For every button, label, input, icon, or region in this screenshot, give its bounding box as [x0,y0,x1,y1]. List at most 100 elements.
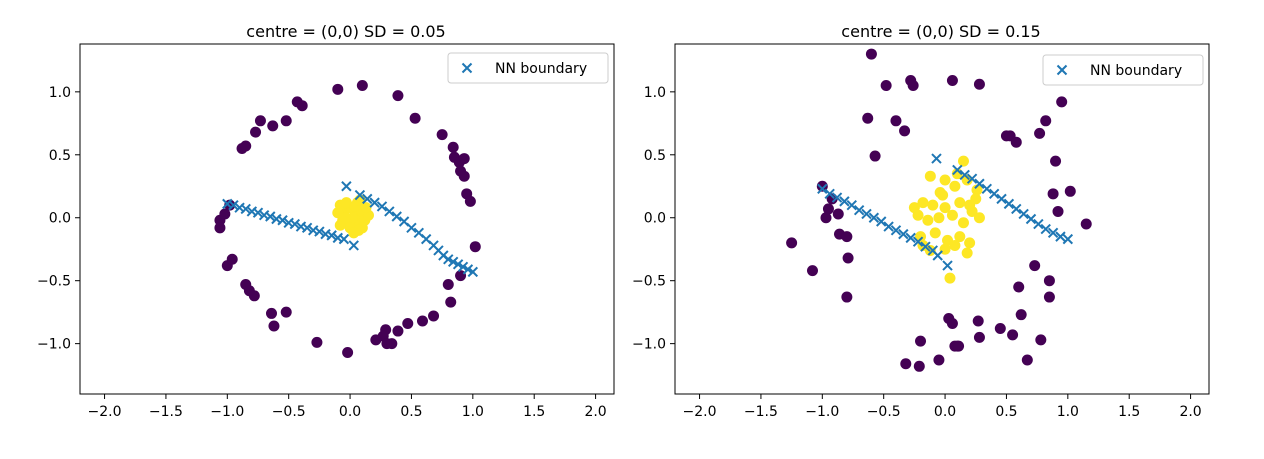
inner-class-point [927,199,939,211]
inner-class-point [957,155,969,167]
outer-class-point [1064,185,1076,197]
outer-class-point [268,320,280,332]
y-tick-label: 0.5 [644,148,666,164]
inner-class-point [957,217,969,229]
outer-class-point [946,75,958,87]
outer-class-point [890,115,902,127]
x-tick-label: 0.0 [339,404,361,420]
boundary-x-point [362,193,373,205]
boundary-x-point [883,221,894,232]
outer-class-point [248,290,260,302]
boundary-x-point [1033,218,1044,230]
chart-title: centre = (0,0) SD = 0.05 [246,22,445,41]
outer-class-point [1047,188,1059,200]
outer-class-point [296,100,308,112]
outer-class-point [915,335,927,347]
boundary-x-point [974,178,985,189]
boundary-x-point [462,264,474,275]
outer-class-point [267,120,279,132]
boundary-x-point [1055,231,1066,242]
boundary-x-point [988,188,1000,200]
boundary-x-point [912,236,924,247]
boundary-x-point [996,193,1007,205]
outer-class-point [820,212,832,224]
outer-class-point [311,336,323,348]
x-tick-label: −1.5 [149,404,183,420]
boundary-x-point [890,225,902,236]
outer-class-point [342,346,354,358]
outer-class-point [1040,115,1052,127]
y-tick-label: −1.0 [37,337,71,353]
boundary-x-point [1040,223,1051,235]
boundary-x-point [952,164,963,176]
boundary-x-point [457,261,469,273]
outer-class-point [1013,281,1025,293]
left-scatter-chart: centre = (0,0) SD = 0.05 −2.0 −1.5 −1.0 −0.… [37,22,615,420]
boundary-x-point [265,211,276,222]
outer-class-point [1080,218,1092,230]
boundary-x-point [931,153,942,164]
outer-class-point [841,231,853,243]
outer-class-point [266,307,278,319]
boundary-x-point [354,189,366,201]
outer-class-point [865,48,877,60]
y-tick-label: −1.0 [632,337,666,353]
inner-class-point [954,231,966,243]
boundary-x-point [1062,233,1074,245]
boundary-x-point [376,201,388,212]
y-tick-label: 1.0 [644,85,666,101]
boundary-x-point [861,208,872,220]
inner-class-point [929,227,941,239]
outer-class-point [370,334,382,346]
outer-class-point [280,306,292,318]
x-tick-label: 2.0 [1179,404,1201,420]
chart-title: centre = (0,0) SD = 0.15 [841,22,1040,41]
outer-class-point [841,291,853,303]
outer-class-point [409,112,421,124]
outer-class-point [469,241,481,253]
legend: NN boundary [1042,54,1204,86]
inner-class-point [937,189,949,201]
x-tick-label: −0.5 [272,404,306,420]
outer-class-point [869,150,881,162]
outer-class-point [946,317,958,329]
boundary-x-point [846,199,857,211]
boundary-x-point [824,188,835,200]
outer-class-point [436,129,448,141]
boundary-x-point [1018,208,1029,220]
boundary-x-point [228,199,239,211]
inner-class-point [961,247,973,259]
inner-class-point [922,214,934,226]
outer-class-point [880,80,892,92]
boundary-x-point [348,240,359,251]
y-tick-label: 0.5 [49,148,71,164]
outer-class-point [1010,136,1022,148]
inner-class-point [939,174,951,186]
boundary-x-point [817,183,828,194]
boundary-x-point [942,260,953,271]
boundary-x-point [932,250,943,261]
outer-class-point [1015,309,1027,321]
outer-class-point [1029,260,1041,272]
x-tick-label: −1.0 [805,404,839,420]
boundary-x-point [853,204,865,216]
boundary-x-point [1011,203,1022,215]
outer-class-point [280,115,292,127]
plot-frame [674,43,1210,395]
outer-class-point [226,253,238,265]
outer-class-point [219,208,231,220]
inner-class-point [944,272,956,284]
x-tick-label: 0.5 [995,404,1017,420]
outer-class-point [1034,127,1046,139]
boundary-x-point [338,233,350,245]
boundary-x-point [898,228,909,240]
outer-class-point [1021,354,1033,366]
boundary-x-point [443,254,454,265]
outer-class-point [428,310,440,322]
outer-class-point [240,140,252,152]
x-tick-label: 1.5 [523,404,545,420]
inner-class-point [348,227,360,239]
y-tick-label: −0.5 [37,274,71,290]
boundary-x-point [277,215,288,226]
